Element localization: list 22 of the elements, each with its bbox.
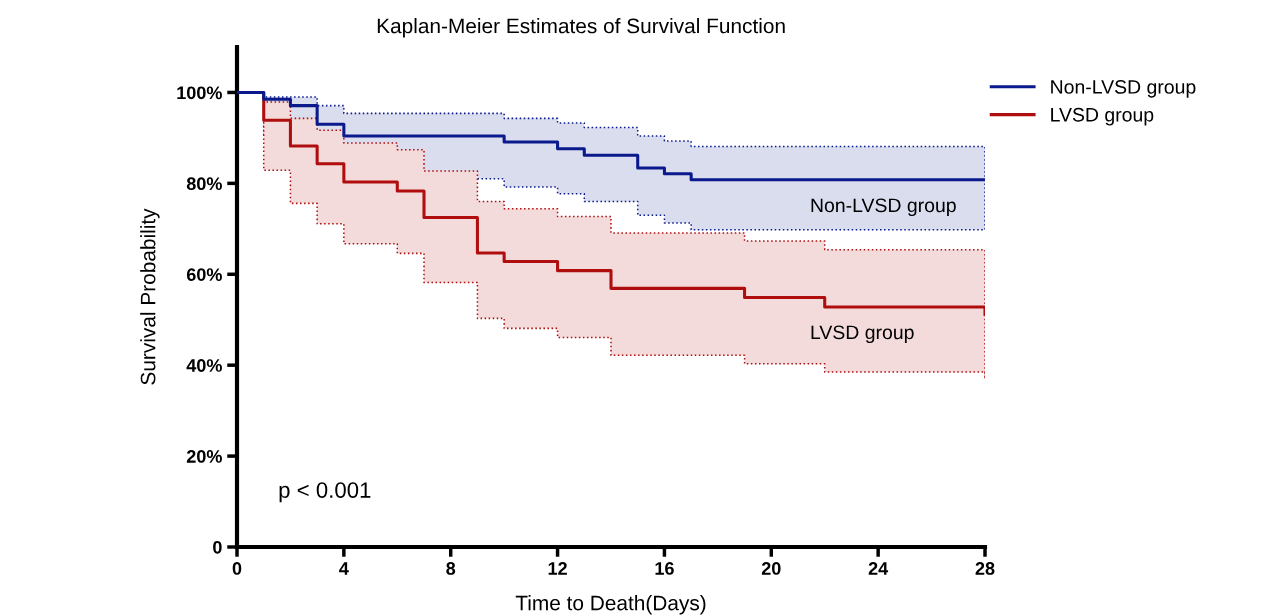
x-tick-label: 0 bbox=[232, 562, 242, 575]
x-tick-label: 28 bbox=[975, 562, 995, 575]
x-tick-label: 16 bbox=[655, 562, 674, 575]
x-tick-label: 8 bbox=[446, 562, 456, 575]
x-tick-label: 24 bbox=[868, 562, 889, 575]
legend-label: Non-LVSD group bbox=[1051, 80, 1196, 98]
x-tick-label: 4 bbox=[339, 562, 349, 575]
y-axis-title: Survival Probability bbox=[140, 208, 160, 385]
x-axis-title: Time to Death(Days) bbox=[515, 595, 706, 615]
y-tick-label: 40% bbox=[186, 359, 222, 372]
chart-title: Kaplan-Meier Estimates of Survival Function bbox=[377, 18, 785, 38]
annotation: LVSD group bbox=[811, 325, 914, 344]
y-tick-label: 100% bbox=[177, 86, 222, 100]
y-tick-label: 20% bbox=[186, 450, 222, 463]
y-tick-label: 0 bbox=[213, 540, 222, 554]
annotation: p < 0.001 bbox=[279, 482, 371, 503]
y-tick-label: 80% bbox=[186, 177, 222, 191]
x-tick-label: 12 bbox=[548, 562, 567, 575]
y-tick-label: 60% bbox=[186, 268, 222, 281]
x-tick-label: 20 bbox=[761, 562, 781, 575]
annotation: Non-LVSD group bbox=[811, 198, 956, 217]
legend-label: LVSD group bbox=[1051, 107, 1154, 126]
